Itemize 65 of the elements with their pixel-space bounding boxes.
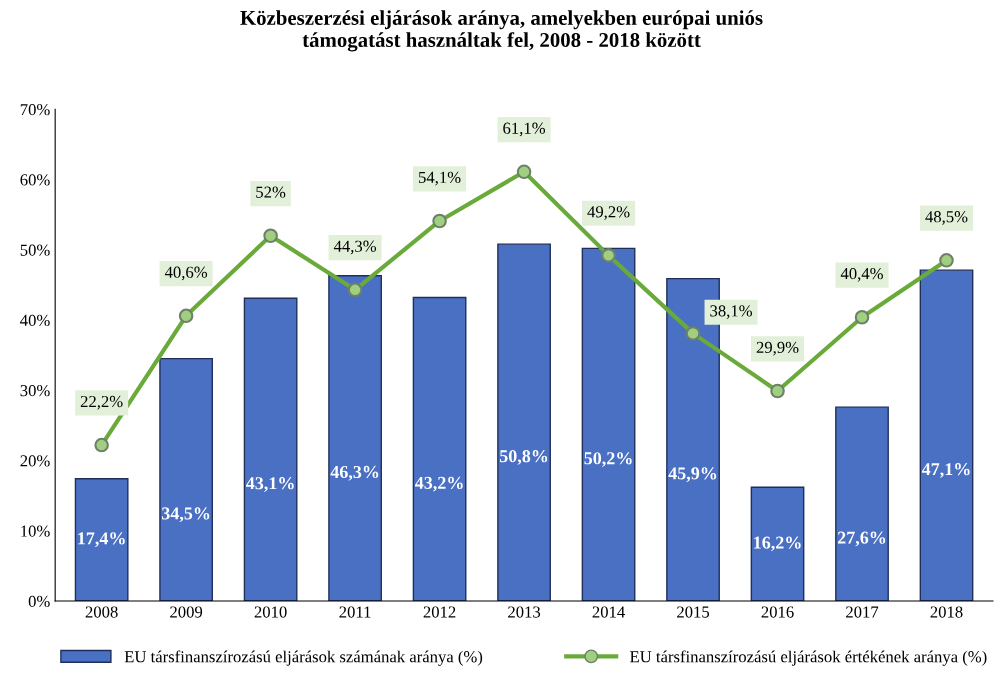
data-label: 54,1% bbox=[419, 171, 461, 186]
point bbox=[263, 228, 278, 244]
data-label: 52% bbox=[256, 186, 286, 198]
chart-title: Közbeszerzési eljárások aránya, amelyekben európai uniós támogatást használtak fel, 2008 - 2018 között bbox=[240, 10, 763, 52]
point bbox=[685, 326, 701, 341]
data-label: 61,1% bbox=[503, 122, 546, 137]
data-label: 50,8% bbox=[499, 450, 548, 465]
x-tick-label: 2013 bbox=[508, 606, 541, 618]
data-label: 50,2% bbox=[584, 452, 632, 467]
x-tick-label: 2017 bbox=[846, 606, 879, 618]
x-tick-label: 2018 bbox=[930, 606, 963, 618]
data-label: 40,4% bbox=[840, 268, 883, 282]
point bbox=[939, 253, 954, 268]
y-tick-label: 50% bbox=[20, 244, 50, 256]
x-tick-label: 2010 bbox=[254, 606, 287, 618]
y-tick-label: 30% bbox=[20, 384, 50, 397]
bar bbox=[835, 406, 889, 602]
point bbox=[347, 282, 363, 298]
point bbox=[432, 213, 447, 229]
data-label: 49,2% bbox=[587, 206, 630, 220]
bar bbox=[497, 243, 551, 602]
point bbox=[178, 308, 194, 324]
data-label: 38,1% bbox=[710, 305, 753, 319]
data-label: 43,1% bbox=[246, 477, 294, 492]
bar bbox=[243, 297, 298, 602]
bar bbox=[328, 275, 382, 602]
y-tick-label: 70% bbox=[20, 103, 50, 116]
point bbox=[94, 437, 109, 453]
x-tick-label: 2008 bbox=[85, 606, 118, 618]
data-label: 34,5% bbox=[161, 507, 210, 523]
bar bbox=[581, 247, 636, 602]
data-label: 48,5% bbox=[925, 211, 968, 225]
data-label: 17,4% bbox=[78, 532, 125, 548]
data-label: 43,2% bbox=[415, 476, 463, 492]
data-label: 16,2% bbox=[754, 536, 801, 552]
legend-label: EU társfinanszírozású eljárások értékének aránya (%) bbox=[630, 650, 987, 666]
y-tick-label: 60% bbox=[20, 174, 50, 186]
data-label: 47,1% bbox=[921, 463, 970, 478]
point bbox=[854, 309, 870, 325]
bar bbox=[74, 478, 129, 602]
data-label: 40,6% bbox=[164, 266, 208, 281]
bar bbox=[750, 486, 805, 602]
x-tick-label: 2011 bbox=[339, 606, 371, 618]
point bbox=[516, 164, 532, 180]
x-tick-label: 2009 bbox=[170, 606, 203, 618]
data-label: 27,6% bbox=[837, 531, 886, 547]
x-tick-label: 2015 bbox=[677, 606, 710, 618]
bar bbox=[919, 269, 974, 602]
x-tick-label: 2014 bbox=[592, 606, 625, 618]
data-label: 44,3% bbox=[333, 240, 377, 255]
y-tick-label: 40% bbox=[20, 314, 50, 327]
y-tick-label: 20% bbox=[20, 455, 50, 467]
y-tick-label: 10% bbox=[21, 525, 50, 537]
data-label: 29,9% bbox=[756, 341, 799, 356]
data-label: 46,3% bbox=[330, 465, 379, 481]
data-label: 45,9% bbox=[668, 467, 717, 483]
x-tick-label: 2012 bbox=[423, 606, 456, 618]
legend-label: EU társfinanszírozású eljárások számának aránya (%) bbox=[124, 650, 483, 666]
y-tick-label: 0% bbox=[28, 595, 50, 608]
point bbox=[601, 248, 616, 263]
point bbox=[770, 383, 785, 399]
bar bbox=[159, 357, 214, 602]
x-tick-label: 2016 bbox=[761, 606, 794, 618]
bar bbox=[412, 296, 467, 602]
data-label: 22,2% bbox=[80, 395, 123, 410]
